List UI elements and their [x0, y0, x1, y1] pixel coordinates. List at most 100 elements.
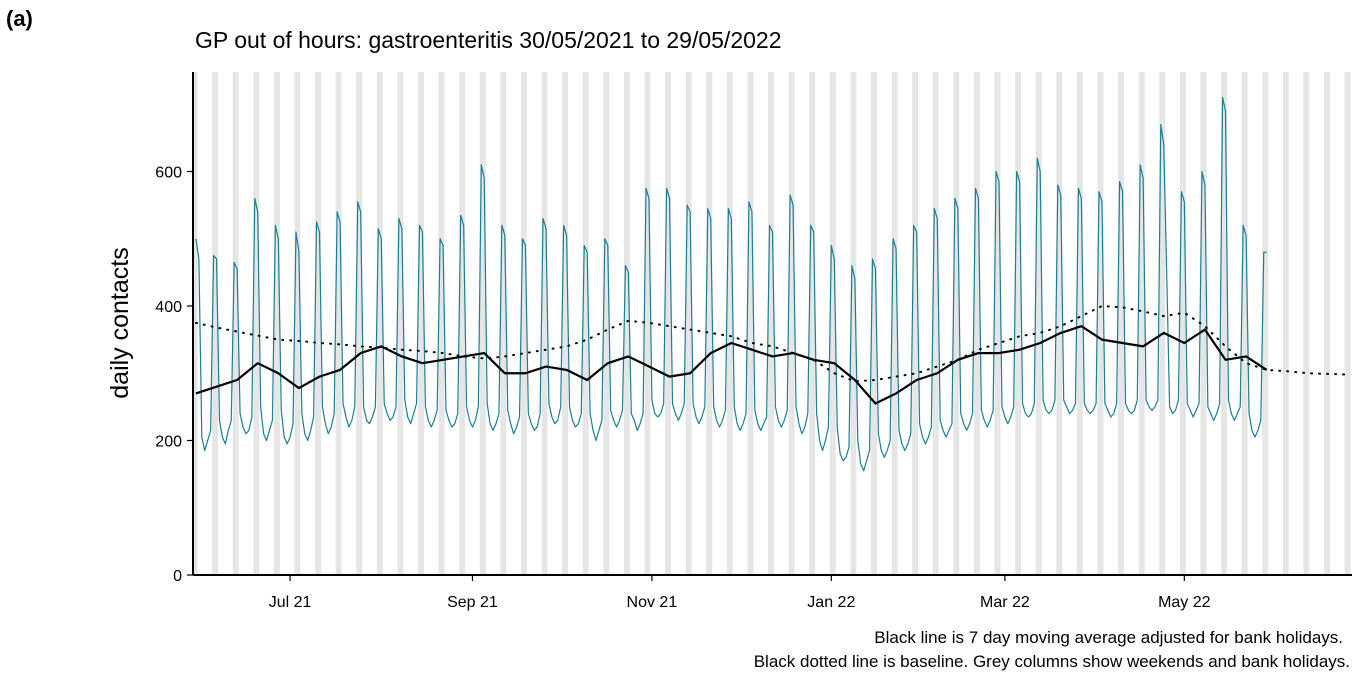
weekend-column	[853, 72, 857, 575]
weekend-column	[379, 72, 383, 575]
weekend-column	[891, 72, 895, 575]
y-axis-label: daily contacts	[106, 247, 134, 398]
weekend-column	[1056, 72, 1060, 575]
weekend-column	[273, 72, 277, 575]
weekend-column	[688, 72, 692, 575]
weekend-column	[562, 72, 566, 575]
weekend-column	[1118, 72, 1122, 575]
weekend-column	[400, 72, 404, 575]
weekend-column	[376, 72, 380, 575]
weekend-column	[706, 72, 710, 575]
y-tick-label: 0	[173, 568, 182, 585]
x-tick-label: Jan 22	[807, 594, 855, 611]
weekend-column	[565, 72, 569, 575]
weekend-column	[1100, 72, 1104, 575]
weekend-column	[479, 72, 483, 575]
weekend-column	[1285, 72, 1289, 575]
weekend-column	[791, 72, 795, 575]
weekend-column	[1138, 72, 1142, 575]
x-tick-label: Mar 22	[980, 594, 1030, 611]
weekend-column	[1303, 72, 1307, 575]
weekend-column	[1265, 72, 1269, 575]
weekend-column	[685, 72, 689, 575]
weekend-column	[976, 72, 980, 575]
weekend-column	[603, 72, 607, 575]
weekend-column	[850, 72, 854, 575]
weekend-column	[606, 72, 610, 575]
weekend-column	[359, 72, 363, 575]
x-tick-label: Jul 21	[269, 594, 312, 611]
x-tick-label: Sep 21	[447, 594, 498, 611]
weekend-column	[1097, 72, 1101, 575]
weekend-column	[544, 72, 548, 575]
weekend-column	[253, 72, 257, 575]
weekend-column	[420, 72, 424, 575]
weekend-column	[297, 72, 301, 575]
weekend-column	[1141, 72, 1145, 575]
weekend-column	[1015, 72, 1019, 575]
weekend-column	[932, 72, 936, 575]
weekend-column	[1306, 72, 1310, 575]
weekend-column	[709, 72, 713, 575]
weekend-column	[1200, 72, 1204, 575]
annotation: Black line is 7 day moving average adjus…	[874, 628, 1343, 647]
weekend-column	[397, 72, 401, 575]
weekend-column	[215, 72, 219, 575]
weekend-column	[294, 72, 298, 575]
weekend-column	[1121, 72, 1125, 575]
weekend-column	[276, 72, 280, 575]
weekend-column	[809, 72, 813, 575]
weekend-column	[974, 72, 977, 575]
series-line	[195, 96, 1267, 472]
weekend-column	[1079, 72, 1083, 575]
weekend-column	[318, 72, 321, 575]
weekend-column	[235, 72, 239, 575]
plot-background	[193, 72, 1351, 575]
weekend-column	[520, 72, 524, 575]
panel-label: (a)	[6, 6, 33, 31]
baseline-line	[194, 305, 1351, 383]
weekend-column	[788, 72, 792, 575]
weekend-column	[1035, 72, 1039, 575]
weekend-column	[915, 72, 919, 575]
weekend-column	[1262, 72, 1266, 575]
weekend-column	[871, 72, 874, 575]
weekend-column	[873, 72, 877, 575]
weekend-column	[1344, 72, 1348, 575]
weekend-column	[1224, 72, 1227, 575]
y-tick-label: 600	[155, 165, 182, 182]
weekend-column	[832, 72, 836, 575]
chart-title: GP out of hours: gastroenteritis 30/05/2…	[195, 27, 782, 53]
weekend-column	[956, 72, 960, 575]
weekend-column	[935, 72, 939, 575]
weekend-column	[997, 72, 1001, 575]
weekend-column	[729, 72, 733, 575]
weekend-column	[1182, 72, 1186, 575]
weekend-column	[1282, 72, 1286, 575]
weekend-column	[626, 72, 630, 575]
weekend-column	[356, 72, 360, 575]
weekend-column	[644, 72, 648, 575]
weekend-column	[1038, 72, 1042, 575]
weekend-column	[441, 72, 445, 575]
weekend-column	[1324, 72, 1327, 575]
weekend-column	[212, 72, 216, 575]
weekend-column	[585, 72, 589, 575]
weekend-column	[1179, 72, 1183, 575]
weekend-column	[623, 72, 627, 575]
weekend-column	[750, 72, 754, 575]
weekend-column	[1018, 72, 1022, 575]
weekend-column	[894, 72, 898, 575]
weekend-column	[829, 72, 833, 575]
weekend-column	[1241, 72, 1245, 575]
weekend-column	[482, 72, 486, 575]
weekend-column	[335, 72, 339, 575]
weekend-column	[994, 72, 998, 575]
weekend-column	[500, 72, 504, 575]
weekend-column	[523, 72, 527, 575]
weekend-column	[912, 72, 916, 575]
weekend-column	[768, 72, 772, 575]
y-tick-label: 200	[155, 434, 182, 451]
plot-area	[194, 96, 1351, 472]
